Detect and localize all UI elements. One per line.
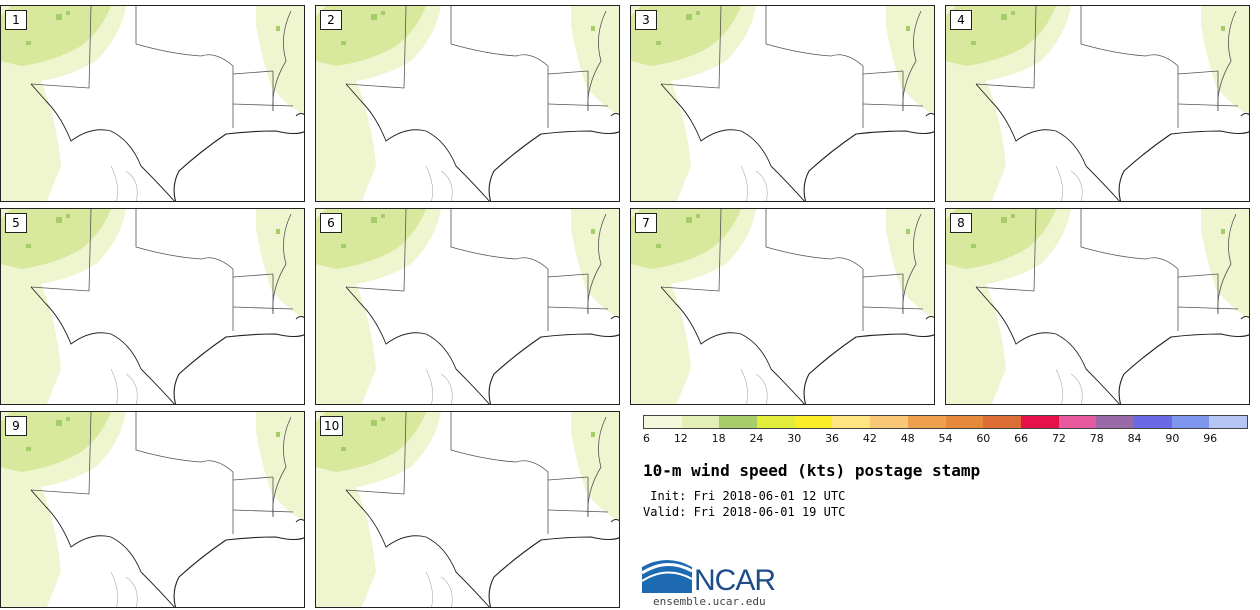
member-label: 2 [320,10,342,30]
member-label: 10 [320,416,344,436]
colorbar-tick-label: 90 [1165,432,1180,445]
colorbar-swatch [681,416,720,428]
member-panel: 7 [630,208,935,405]
ncar-logo-icon [642,560,693,593]
colorbar-swatch [832,416,871,428]
member-panel: 6 [315,208,620,405]
colorbar-swatch [1058,416,1097,428]
colorbar-swatch [757,416,795,428]
member-label: 5 [5,213,27,233]
member-panel: 10 [315,411,620,608]
member-panel: 4 [945,5,1250,202]
colorbar-ticks: 6 12 18 24 30 36 42 48 54 60 66 72 78 84 90 96 [643,432,1248,448]
product-title: 10-m wind speed (kts) postage stamp [643,461,981,480]
colorbar-swatch [1020,416,1059,428]
colorbar-swatch [1171,416,1210,428]
colorbar-tick-label: 48 [900,432,915,445]
member-panel: 3 [630,5,935,202]
member-panel: 2 [315,5,620,202]
colorbar-tick-label: 96 [1203,432,1218,445]
member-label: 9 [5,416,27,436]
colorbar-swatch [794,416,833,428]
colorbar-tick-label: 66 [1014,432,1029,445]
colorbar-swatch [644,416,682,428]
colorbar-swatch [1096,416,1134,428]
colorbar-tick-label: 12 [673,432,688,445]
member-label: 3 [635,10,657,30]
colorbar-swatch [1209,416,1247,428]
member-panel: 5 [0,208,305,405]
colorbar-tick-label: 84 [1127,432,1142,445]
colorbar-tick-label: 42 [862,432,877,445]
colorbar-tick-label: 30 [787,432,802,445]
colorbar-tick-label: 36 [825,432,840,445]
member-label: 6 [320,213,342,233]
logo-text: NCAR [694,564,776,597]
colorbar-swatch [945,416,984,428]
colorbar [643,415,1248,429]
colorbar-swatch [1133,416,1172,428]
member-label: 1 [5,10,27,30]
colorbar-tick-label: 6 [643,432,650,445]
colorbar-tick-label: 54 [938,432,953,445]
init-time: Init: Fri 2018-06-01 12 UTC [643,489,846,503]
member-panel: 1 [0,5,305,202]
member-label: 4 [950,10,972,30]
member-panel: 8 [945,208,1250,405]
member-panel: 9 [0,411,305,608]
valid-time: Valid: Fri 2018-06-01 19 UTC [643,505,846,519]
colorbar-tick-label: 60 [976,432,991,445]
colorbar-tick-label: 24 [749,432,764,445]
colorbar-tick-label: 78 [1089,432,1104,445]
colorbar-swatch [983,416,1021,428]
colorbar-tick-label: 18 [711,432,726,445]
member-label: 7 [635,213,657,233]
colorbar-swatch [907,416,946,428]
site-url: ensemble.ucar.edu [653,595,766,608]
member-label: 8 [950,213,972,233]
colorbar-swatch [870,416,908,428]
colorbar-swatch [719,416,758,428]
colorbar-tick-label: 72 [1051,432,1066,445]
